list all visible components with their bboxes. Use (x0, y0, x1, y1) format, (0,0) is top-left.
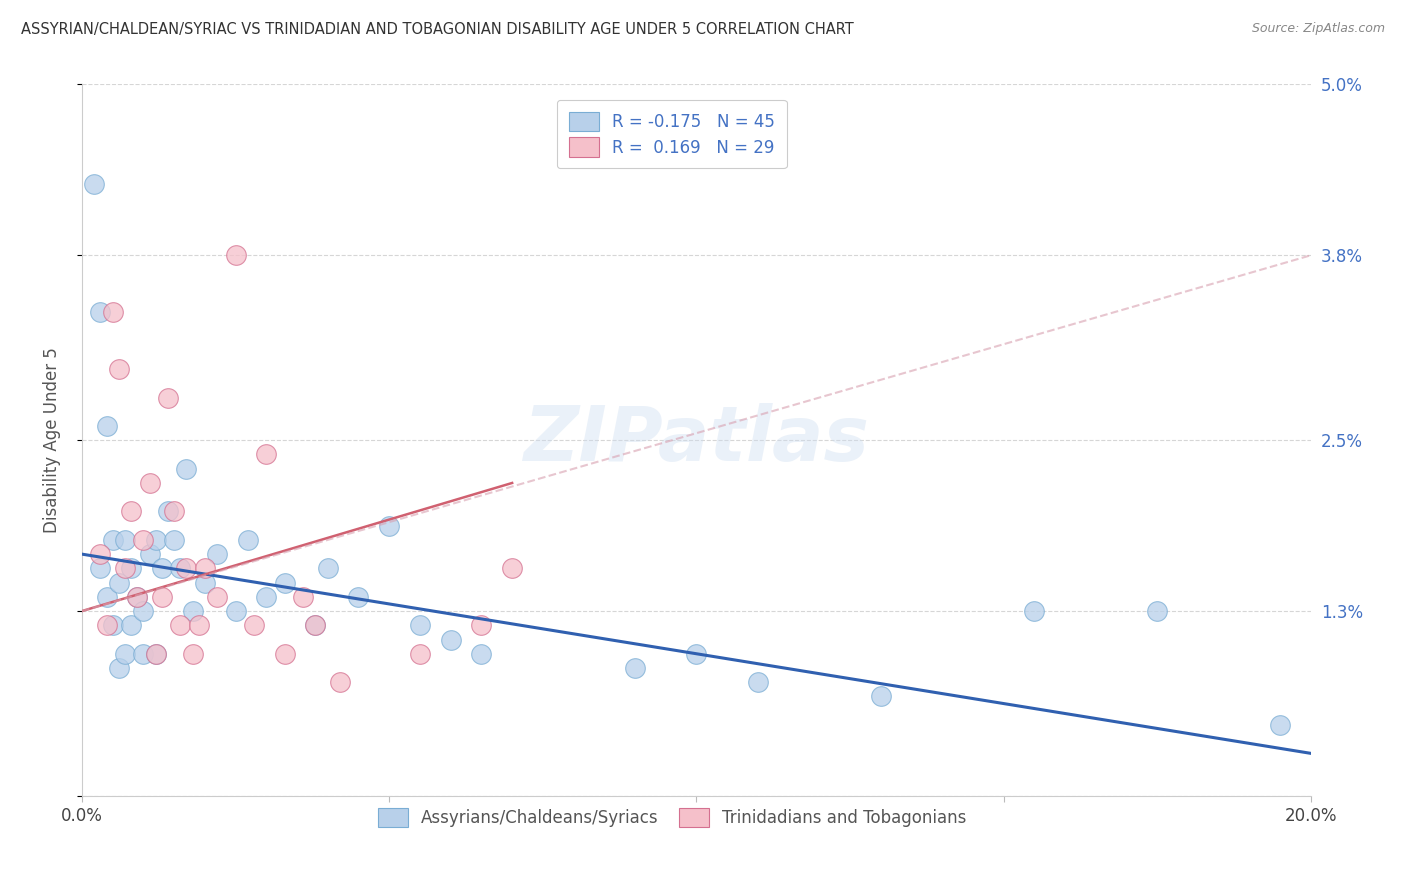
Point (163, 533, 186, 547)
Point (120, 561, 142, 575)
Text: ASSYRIAN/CHALDEAN/SYRIAC VS TRINIDADIAN AND TOBAGONIAN DISABILITY AGE UNDER 5 CO: ASSYRIAN/CHALDEAN/SYRIAC VS TRINIDADIAN … (21, 22, 853, 37)
Point (205, 547, 228, 561)
Point (108, 575, 131, 590)
Point (114, 647, 136, 661)
Point (163, 504, 186, 518)
Point (316, 561, 339, 575)
Point (145, 647, 167, 661)
Point (409, 647, 432, 661)
Point (205, 590, 228, 604)
Point (176, 461, 198, 475)
Point (869, 690, 891, 704)
Point (120, 504, 142, 518)
Point (120, 618, 142, 632)
Point (108, 362, 131, 376)
Point (96, 618, 118, 632)
Point (685, 647, 707, 661)
Legend: Assyrians/Chaldeans/Syriacs, Trinidadians and Tobagonians: Assyrians/Chaldeans/Syriacs, Trinidadian… (371, 801, 973, 834)
Point (181, 647, 204, 661)
Point (169, 561, 191, 575)
Point (150, 590, 173, 604)
Point (194, 561, 217, 575)
Point (138, 547, 160, 561)
Point (96, 590, 118, 604)
Point (378, 518, 401, 533)
Point (96, 419, 118, 434)
Point (292, 590, 315, 604)
Point (89, 547, 111, 561)
Point (150, 561, 173, 575)
Point (347, 590, 370, 604)
Point (101, 533, 124, 547)
Point (145, 647, 167, 661)
Point (127, 590, 149, 604)
Point (114, 561, 136, 575)
Point (274, 575, 297, 590)
Point (470, 647, 492, 661)
Y-axis label: Disability Age Under 5: Disability Age Under 5 (44, 347, 60, 533)
Point (101, 305, 124, 319)
Point (225, 248, 247, 262)
Text: ZIPatlas: ZIPatlas (523, 403, 869, 477)
Point (304, 618, 326, 632)
Point (138, 475, 160, 490)
Point (156, 391, 179, 405)
Point (132, 604, 155, 618)
Point (254, 590, 277, 604)
Point (329, 675, 352, 690)
Point (1270, 718, 1292, 732)
Point (187, 618, 209, 632)
Point (145, 533, 167, 547)
Point (176, 561, 198, 575)
Point (225, 604, 247, 618)
Point (132, 647, 155, 661)
Text: Source: ZipAtlas.com: Source: ZipAtlas.com (1251, 22, 1385, 36)
Point (304, 618, 326, 632)
Point (440, 632, 463, 647)
Point (89, 305, 111, 319)
Point (624, 661, 647, 675)
Point (114, 533, 136, 547)
Point (101, 618, 124, 632)
Point (1024, 604, 1046, 618)
Point (132, 533, 155, 547)
Point (747, 675, 769, 690)
Point (501, 561, 523, 575)
Point (1146, 604, 1168, 618)
Point (83, 177, 105, 191)
Point (470, 618, 492, 632)
Point (89, 561, 111, 575)
Point (108, 661, 131, 675)
Point (156, 504, 179, 518)
Point (274, 647, 297, 661)
Point (169, 618, 191, 632)
Point (181, 604, 204, 618)
Point (236, 533, 259, 547)
Point (254, 448, 277, 462)
Point (243, 618, 266, 632)
Point (409, 618, 432, 632)
Point (127, 590, 149, 604)
Point (194, 575, 217, 590)
